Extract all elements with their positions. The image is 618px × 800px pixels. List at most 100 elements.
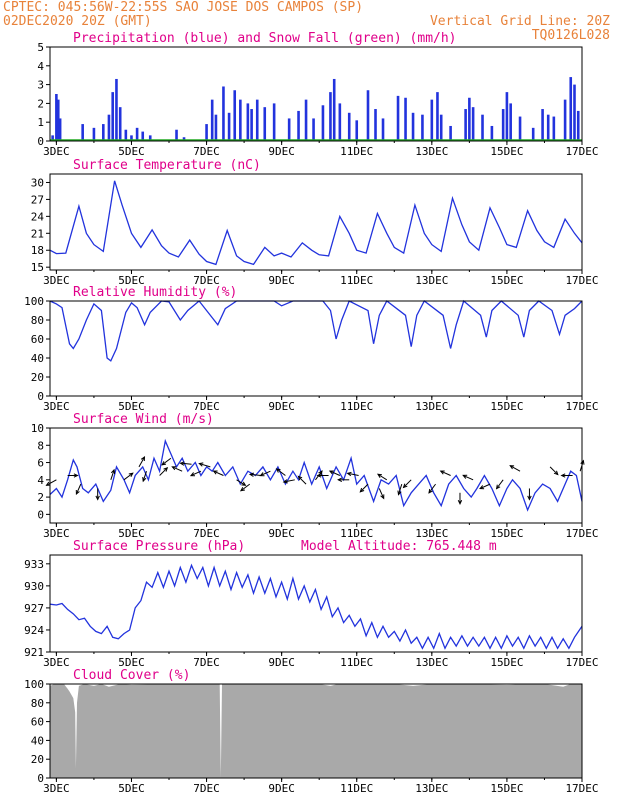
wind-arrow [398, 483, 403, 495]
wind-arrow [138, 456, 145, 468]
wind-arrow [190, 470, 202, 477]
wind-arrow [75, 483, 82, 495]
precip-bar [449, 125, 452, 141]
x-tick-label: 11DEC [340, 400, 373, 413]
x-tick-label: 11DEC [340, 656, 373, 669]
precip-bar [58, 118, 62, 141]
precip-bar [338, 103, 342, 141]
precip-bar [490, 125, 494, 141]
x-tick-label: 3DEC [43, 782, 70, 795]
wind-arrow [236, 479, 246, 486]
wind-arrow-head [553, 470, 559, 476]
y-tick-label: 4 [37, 60, 44, 73]
wind-arrow-head [457, 499, 463, 505]
wind-arrow-head [282, 479, 288, 484]
precip-bar [111, 92, 114, 141]
precip-bar [421, 114, 424, 141]
precip-bar [569, 77, 573, 141]
wind-arrow-head [95, 495, 100, 501]
wind-arrow-head [316, 473, 322, 478]
x-tick-label: 5DEC [118, 274, 145, 287]
precip-bar [222, 86, 225, 141]
x-tick-label: 11DEC [340, 527, 373, 540]
wind-arrow-head [297, 475, 303, 481]
wind-arrow-head [171, 466, 177, 471]
x-tick-label: 11DEC [340, 782, 373, 795]
precip-bar [312, 118, 315, 141]
precip-bar [563, 99, 567, 141]
wind-arrow [378, 488, 385, 499]
precip-bar [227, 112, 231, 141]
precip-bar [541, 109, 544, 141]
x-tick-label: 17DEC [565, 400, 598, 413]
wind-arrow [123, 472, 134, 481]
precip-bar [255, 99, 259, 141]
x-tick-label: 3DEC [43, 656, 70, 669]
precip-bar [471, 107, 475, 141]
x-tick-label: 7DEC [193, 656, 220, 669]
wind-arrow-head [462, 474, 468, 479]
precip-bar [468, 97, 471, 141]
series-line-temp [49, 180, 583, 266]
chart-header: CPTEC: 045:56W-22:55S SAO JOSE DOS CAMPO… [0, 0, 618, 46]
precip-bar [436, 92, 439, 141]
wind-arrow [359, 483, 369, 493]
x-tick-label: 5DEC [118, 145, 145, 158]
precip-bar [81, 124, 84, 141]
panel-title-wind: Surface Wind (m/s) [73, 412, 214, 427]
precip-bar [272, 103, 276, 141]
wind-arrow-head [397, 490, 402, 496]
y-tick-label: 18 [31, 244, 44, 257]
wind-arrow-head [189, 472, 196, 477]
x-tick-label: 3DEC [43, 400, 70, 413]
precip-bar [552, 116, 556, 141]
series-line-rh [49, 299, 583, 362]
series-line-pressure [49, 563, 583, 650]
x-tick-label: 7DEC [193, 527, 220, 540]
precip-bar [107, 114, 111, 141]
wind-arrow [142, 471, 147, 482]
wind-arrow-head [346, 471, 352, 477]
precip-bar [321, 105, 325, 141]
panel-annotation-pressure: Model Altitude: 765.448 m [301, 539, 497, 554]
precip-bar [481, 114, 484, 141]
wind-arrow-head [328, 470, 334, 475]
wind-arrow [180, 462, 192, 465]
panel-temp: Surface Temperature (nC) 15 18 21 24 27 30 3DEC… [31, 158, 599, 287]
x-tick-label: 15DEC [490, 400, 523, 413]
precip-bar [287, 118, 291, 141]
panel-title-rh: Relative Humidity (%) [73, 285, 237, 300]
precip-bar [130, 135, 133, 141]
precip-bar [430, 99, 434, 141]
precip-bar [501, 109, 505, 141]
y-tick-label: 1 [37, 116, 44, 129]
precip-bar [374, 109, 377, 141]
x-tick-label: 11DEC [340, 274, 373, 287]
wind-arrow-head [128, 472, 134, 478]
wind-arrow-head [428, 488, 433, 494]
precip-bar [329, 92, 332, 141]
wind-arrow [199, 463, 211, 468]
x-tick-label: 13DEC [415, 527, 448, 540]
x-tick-label: 7DEC [193, 400, 220, 413]
precip-bar [263, 107, 267, 141]
x-tick-label: 9DEC [268, 656, 295, 669]
series-line-wind [49, 438, 583, 512]
plot-frame [49, 46, 583, 142]
precip-bar [381, 118, 385, 141]
y-tick-label: 6 [37, 457, 44, 470]
x-tick-label: 7DEC [193, 274, 220, 287]
precip-bar [102, 124, 105, 141]
wind-arrow-head [179, 461, 185, 466]
precip-bar [205, 124, 208, 141]
y-tick-label: 60 [31, 716, 44, 729]
wind-arrow-head [560, 473, 566, 478]
y-tick-label: 100 [24, 295, 44, 308]
x-tick-label: 13DEC [415, 400, 448, 413]
wind-arrow-head [212, 470, 218, 475]
wind-arrow [276, 468, 286, 476]
y-tick-label: 21 [31, 227, 44, 240]
x-tick-label: 11DEC [340, 145, 373, 158]
wind-arrow [213, 470, 224, 476]
